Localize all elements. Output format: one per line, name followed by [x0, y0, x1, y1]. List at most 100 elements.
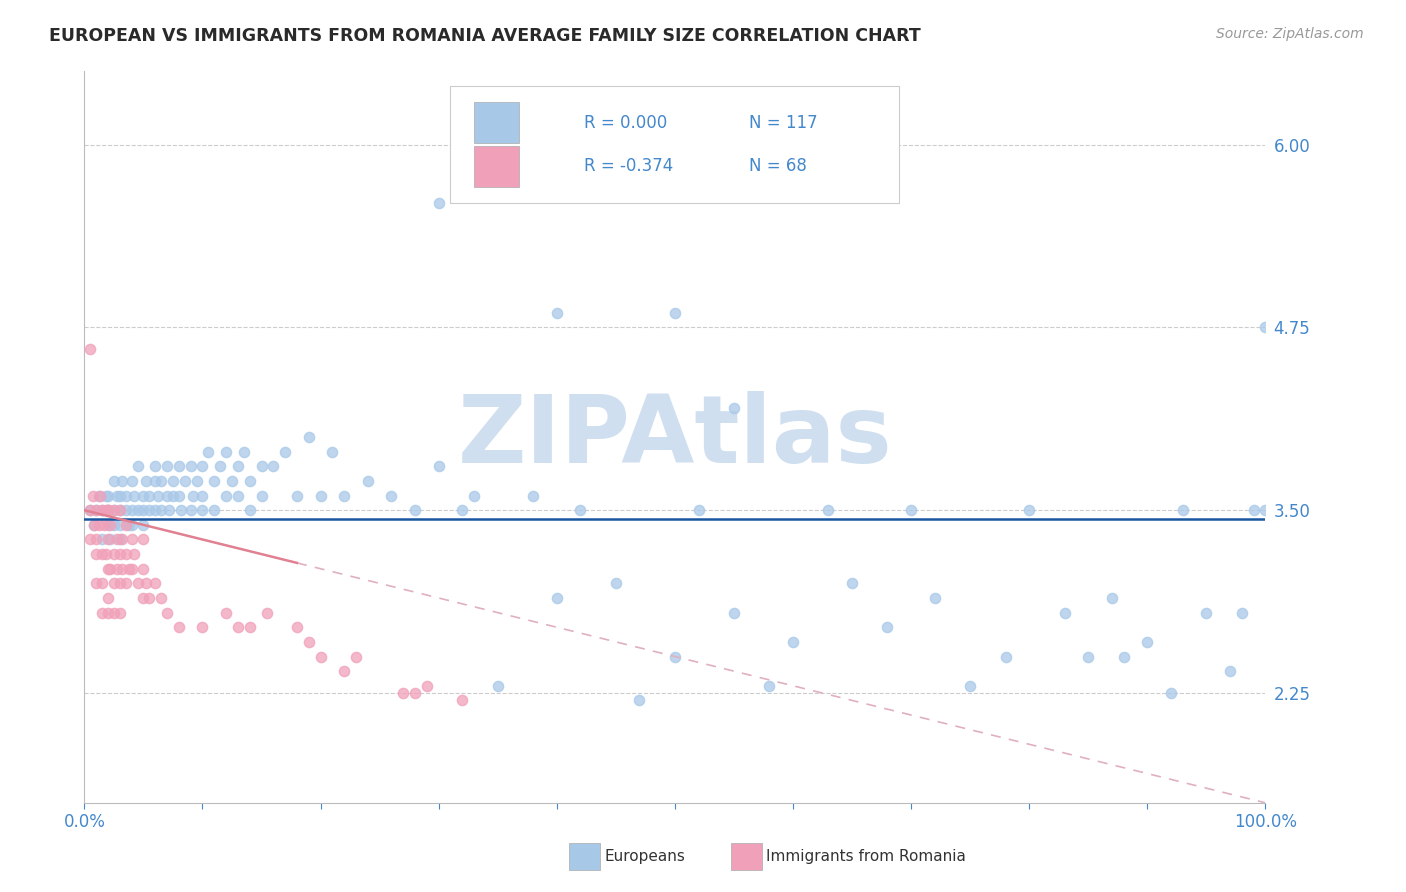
Point — [202, 503, 225, 517]
Text: ZIPAtlas: ZIPAtlas — [457, 391, 893, 483]
Point — [97, 503, 120, 517]
Text: N = 117: N = 117 — [749, 113, 818, 131]
Point — [97, 503, 120, 517]
Point — [344, 649, 367, 664]
Point — [239, 503, 262, 517]
Point — [91, 503, 114, 517]
Point — [114, 517, 136, 532]
Point — [135, 474, 157, 488]
Point — [114, 547, 136, 561]
Point — [94, 489, 117, 503]
Point — [103, 474, 125, 488]
Point — [98, 562, 121, 576]
Text: Europeans: Europeans — [605, 849, 686, 863]
Point — [122, 489, 145, 503]
Point — [97, 606, 120, 620]
Point — [138, 489, 160, 503]
Point — [664, 306, 686, 320]
Point — [1077, 649, 1099, 664]
Point — [108, 503, 131, 517]
Point — [83, 517, 105, 532]
Point — [156, 606, 179, 620]
Point — [1230, 606, 1253, 620]
Point — [309, 489, 332, 503]
Point — [215, 489, 238, 503]
Point — [162, 489, 184, 503]
Text: EUROPEAN VS IMMIGRANTS FROM ROMANIA AVERAGE FAMILY SIZE CORRELATION CHART: EUROPEAN VS IMMIGRANTS FROM ROMANIA AVER… — [49, 27, 921, 45]
Point — [427, 459, 450, 474]
Point — [924, 591, 946, 605]
Point — [143, 474, 166, 488]
Point — [83, 517, 105, 532]
Point — [522, 489, 544, 503]
Point — [357, 474, 380, 488]
Point — [404, 686, 426, 700]
Point — [404, 503, 426, 517]
Text: Immigrants from Romania: Immigrants from Romania — [766, 849, 966, 863]
Point — [98, 533, 121, 547]
Point — [664, 649, 686, 664]
Point — [132, 562, 155, 576]
Point — [959, 679, 981, 693]
Point — [427, 196, 450, 211]
Point — [132, 503, 155, 517]
Point — [79, 343, 101, 357]
Point — [108, 517, 131, 532]
Point — [84, 503, 107, 517]
Point — [91, 606, 114, 620]
Text: Source: ZipAtlas.com: Source: ZipAtlas.com — [1216, 27, 1364, 41]
Point — [209, 459, 232, 474]
Point — [103, 606, 125, 620]
Point — [605, 576, 627, 591]
Point — [239, 620, 262, 634]
Point — [239, 474, 262, 488]
Point — [262, 459, 284, 474]
Point — [87, 517, 110, 532]
Point — [103, 503, 125, 517]
Point — [91, 503, 114, 517]
Text: N = 68: N = 68 — [749, 158, 807, 176]
Point — [79, 503, 101, 517]
Point — [84, 576, 107, 591]
Point — [127, 459, 149, 474]
Point — [1254, 503, 1277, 517]
Point — [103, 547, 125, 561]
Point — [451, 503, 474, 517]
Point — [121, 533, 143, 547]
Point — [180, 503, 202, 517]
Point — [569, 503, 592, 517]
Point — [1243, 503, 1265, 517]
Point — [103, 576, 125, 591]
Point — [1254, 320, 1277, 334]
Point — [285, 489, 308, 503]
Point — [108, 503, 131, 517]
Point — [94, 503, 117, 517]
Point — [121, 503, 143, 517]
Point — [782, 635, 804, 649]
Point — [97, 562, 120, 576]
Point — [108, 489, 131, 503]
Point — [167, 459, 190, 474]
Point — [150, 503, 173, 517]
Point — [114, 489, 136, 503]
Point — [156, 489, 179, 503]
Point — [191, 503, 214, 517]
Point — [392, 686, 415, 700]
Point — [215, 444, 238, 458]
Point — [256, 606, 278, 620]
Point — [1053, 606, 1076, 620]
Point — [876, 620, 898, 634]
Point — [111, 533, 134, 547]
FancyBboxPatch shape — [450, 86, 900, 203]
Point — [162, 474, 184, 488]
Point — [1136, 635, 1159, 649]
Point — [250, 489, 273, 503]
Point — [97, 489, 120, 503]
Point — [723, 401, 745, 415]
Point — [97, 533, 120, 547]
Point — [1101, 591, 1123, 605]
Point — [221, 474, 243, 488]
Point — [103, 517, 125, 532]
FancyBboxPatch shape — [474, 103, 519, 143]
Point — [156, 459, 179, 474]
